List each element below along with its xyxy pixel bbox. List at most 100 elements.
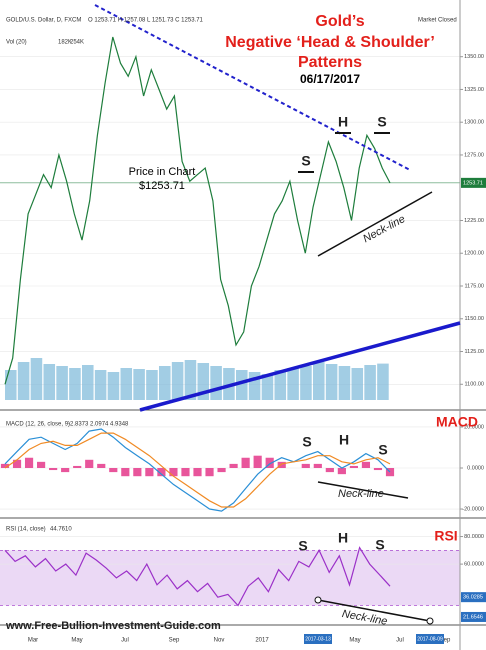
title-date: 06/17/2017 bbox=[300, 72, 360, 86]
y-tick-label: 1253.71 bbox=[463, 180, 483, 186]
x-tick-label: Sep bbox=[169, 638, 180, 644]
shoulder: S bbox=[375, 537, 384, 553]
series-line bbox=[4, 546, 391, 607]
histogram-bar bbox=[85, 459, 94, 468]
y-tick-label: 80.0000 bbox=[464, 534, 484, 540]
histogram-bar bbox=[145, 468, 154, 477]
neck-point bbox=[426, 617, 434, 625]
volume-bar bbox=[107, 372, 120, 400]
volume-bar bbox=[69, 368, 81, 400]
volume-bar bbox=[223, 368, 235, 400]
head: H bbox=[338, 530, 348, 546]
title: Gold’s bbox=[315, 13, 364, 30]
volume-value: 254K bbox=[70, 40, 84, 46]
date-badge bbox=[416, 634, 444, 644]
y-tick-label: -20.0000 bbox=[462, 506, 484, 512]
histogram-bar bbox=[24, 457, 34, 468]
volume-bar bbox=[377, 363, 389, 400]
y-tick-label: 1325.00 bbox=[464, 87, 484, 93]
histogram-bar bbox=[349, 465, 358, 468]
price-value: $1253.71 bbox=[139, 180, 185, 192]
value-badge bbox=[461, 177, 486, 188]
x-tick-label: May bbox=[349, 638, 360, 644]
market-status: Market Closed bbox=[418, 18, 457, 24]
x-tick-label: May bbox=[71, 638, 82, 644]
plots: 1350.00 1325.00 1300.00 1275.00 1253.71 1225.… bbox=[0, 36, 486, 644]
neck-line bbox=[317, 481, 409, 499]
y-tick-label: 1125.00 bbox=[465, 349, 484, 355]
histogram-bar bbox=[97, 463, 106, 468]
panel-header: MACD (12, 26, close, 9) bbox=[6, 422, 70, 428]
volume-bar bbox=[364, 365, 376, 400]
volume-bar bbox=[197, 363, 210, 400]
shoulder: S bbox=[301, 153, 310, 169]
x-tick-label: Jul bbox=[121, 638, 129, 644]
volume-bar bbox=[94, 370, 107, 400]
title: Patterns bbox=[298, 54, 362, 71]
volume-bar bbox=[236, 370, 248, 400]
histogram-bar bbox=[241, 457, 250, 468]
date-label: 2017-03-13 bbox=[305, 636, 331, 642]
volume-bar bbox=[210, 366, 222, 400]
date-label: 2017-08-09 bbox=[417, 636, 443, 642]
volume-bar bbox=[300, 366, 312, 400]
histogram-bar bbox=[385, 468, 395, 477]
histogram-bar bbox=[337, 468, 346, 475]
histogram-bar bbox=[301, 463, 310, 468]
volume-bar bbox=[313, 362, 325, 400]
y-tick-label: 1225.00 bbox=[464, 218, 484, 224]
shoulder: S bbox=[298, 538, 307, 554]
panel-header-values: 44.7610 bbox=[50, 527, 72, 533]
volume-bar bbox=[120, 368, 133, 400]
date-badge bbox=[304, 634, 332, 644]
y-tick-label: 36.0285 bbox=[463, 595, 483, 601]
histogram-bar bbox=[229, 463, 238, 468]
histogram-bar bbox=[325, 468, 334, 473]
panel-label: MACD bbox=[436, 414, 478, 430]
shoulder: S bbox=[378, 442, 387, 458]
volume-bar bbox=[146, 370, 158, 400]
volume-bar bbox=[248, 372, 261, 400]
resistance-line bbox=[94, 4, 411, 171]
volume-bar bbox=[133, 369, 145, 400]
volume-bar bbox=[261, 374, 274, 400]
panel-header-values: -2.8373 2.0974 4.9348 bbox=[68, 422, 129, 428]
head: H bbox=[339, 432, 349, 448]
histogram-bar bbox=[109, 468, 118, 473]
volume-bar bbox=[171, 362, 184, 400]
neck-point bbox=[314, 596, 322, 604]
footer: www.Free-Bullion-Investment-Guide.com bbox=[5, 620, 221, 632]
support-line bbox=[139, 321, 461, 412]
histogram-bar bbox=[277, 461, 286, 468]
neck-line bbox=[317, 599, 431, 622]
volume-label: Vol (20) bbox=[6, 40, 27, 46]
histogram-bar bbox=[373, 468, 383, 471]
value-badge bbox=[461, 592, 486, 603]
volume-value: 182K bbox=[58, 40, 72, 46]
ohlc: O 1253.71 H 1257.08 L 1251.73 C 1253.71 bbox=[88, 18, 204, 24]
x-tick-label: Nov bbox=[214, 638, 225, 644]
series-line bbox=[4, 36, 391, 385]
histogram-bar bbox=[49, 468, 58, 471]
histogram-bar bbox=[181, 468, 190, 477]
histogram-bar bbox=[37, 461, 46, 468]
title: Negative ‘Head & Shoulder’ bbox=[225, 34, 435, 51]
x-tick-label: Jul bbox=[396, 638, 404, 644]
x-tick-label: Mar bbox=[28, 638, 38, 644]
y-tick-label: 20.0000 bbox=[464, 424, 484, 430]
y-tick-label: 1100.00 bbox=[465, 382, 484, 388]
panel-header: RSI (14, close) bbox=[6, 527, 46, 533]
histogram-bar bbox=[253, 455, 262, 468]
histogram-bar bbox=[12, 459, 22, 468]
symbol: GOLD/U.S. Dollar, D, FXCM bbox=[6, 18, 81, 24]
y-tick-label: 21.6546 bbox=[463, 614, 483, 620]
series-line bbox=[4, 432, 391, 508]
shoulder: S bbox=[377, 114, 386, 130]
histogram-bar bbox=[61, 468, 70, 473]
y-tick-label: 1300.00 bbox=[464, 120, 484, 126]
histogram-bar bbox=[169, 468, 178, 477]
y-tick-label: 1350.00 bbox=[464, 54, 484, 60]
volume-bar bbox=[287, 368, 299, 400]
volume-bar bbox=[56, 366, 68, 400]
